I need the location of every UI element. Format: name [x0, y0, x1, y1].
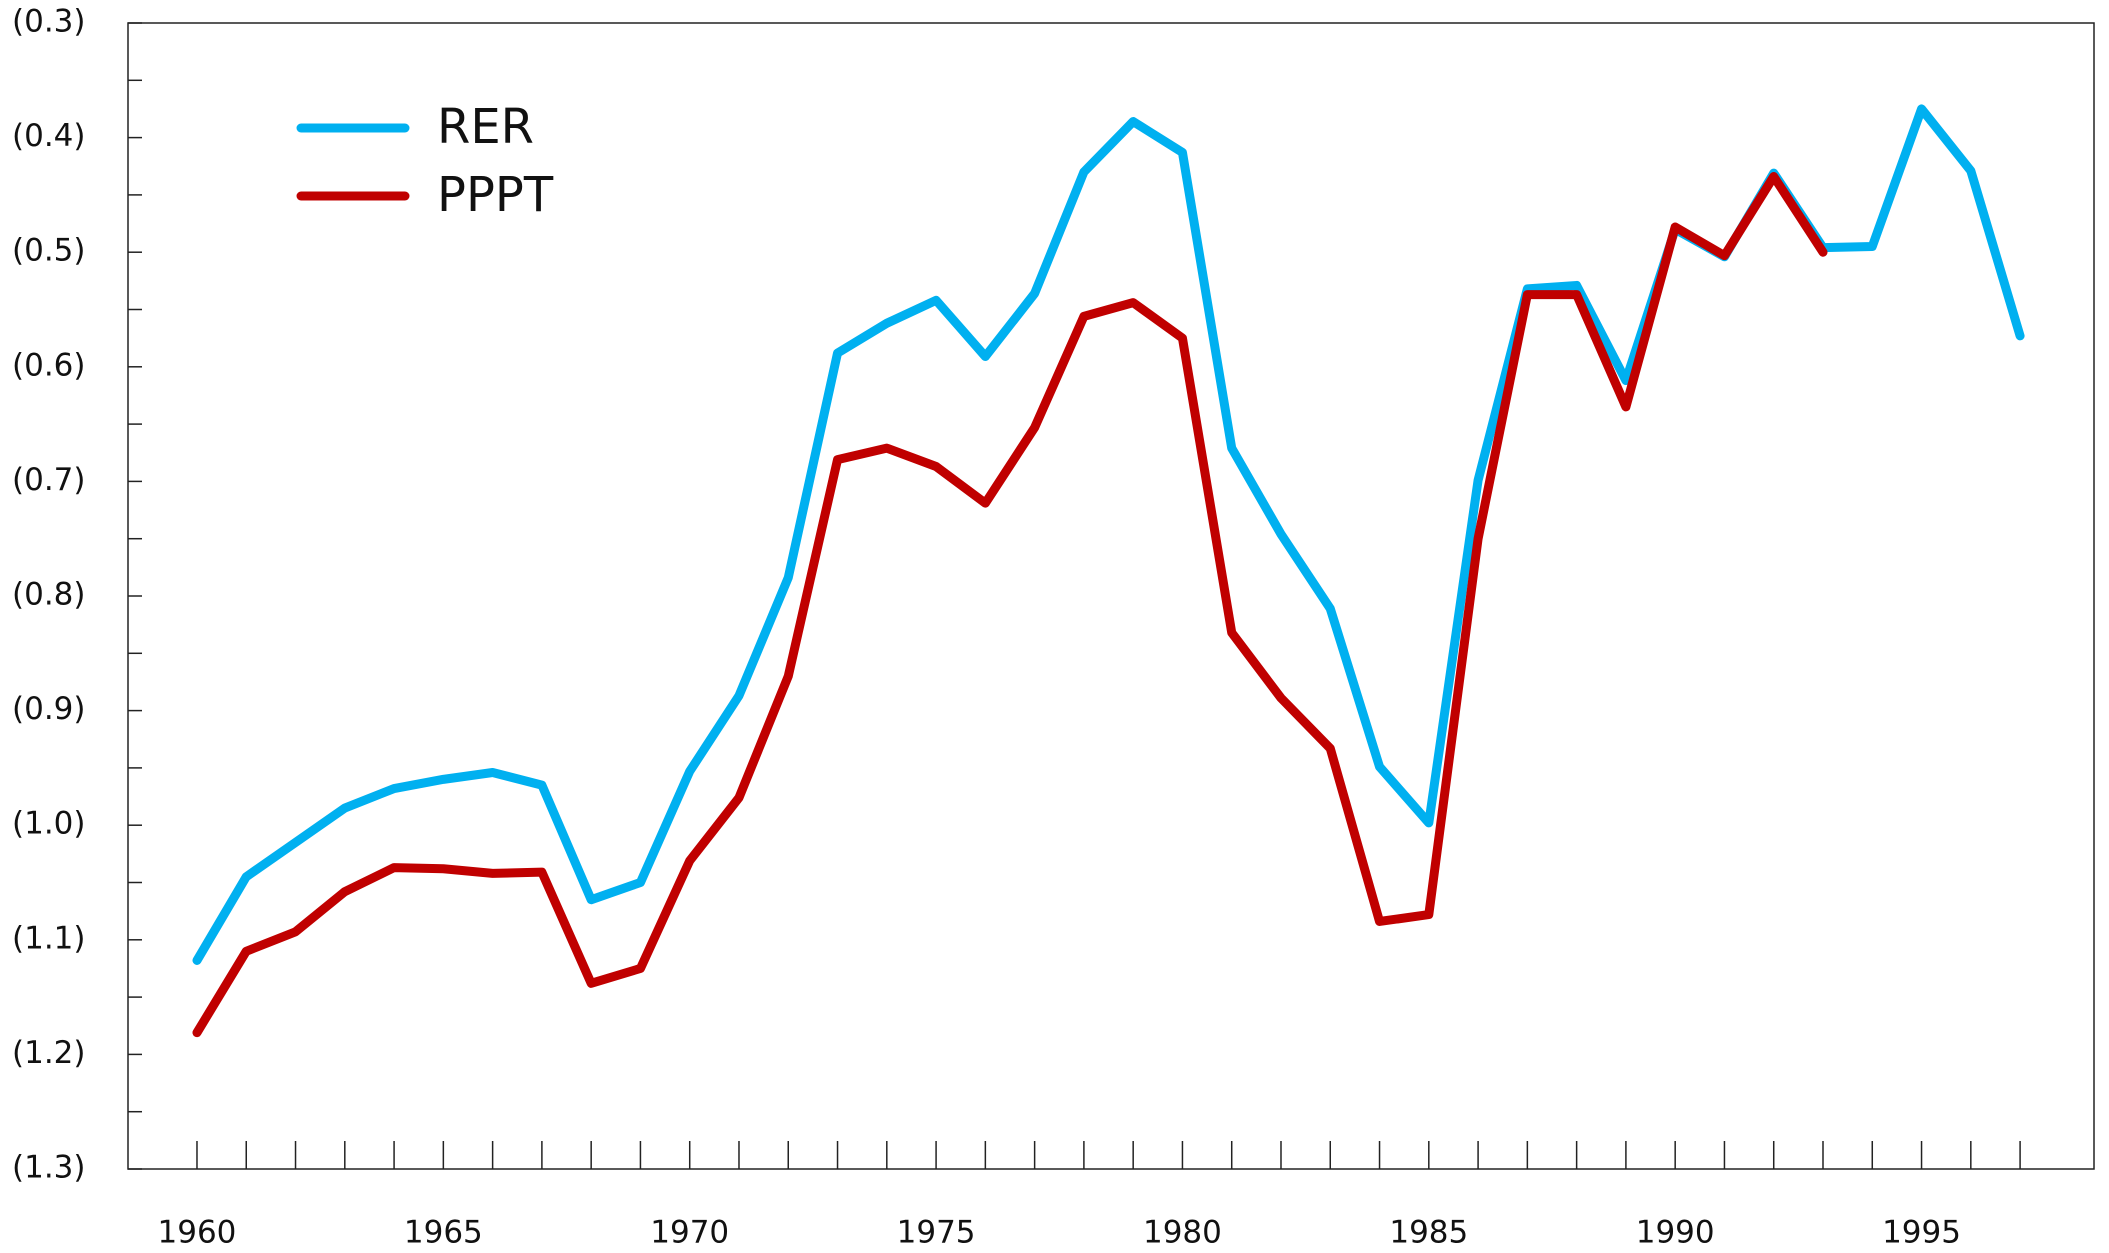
x-tick-label: 1970 [650, 1215, 729, 1251]
y-tick-label: (0.9) [12, 691, 86, 727]
plot-frame [127, 22, 2095, 1170]
x-tick-label: 1965 [404, 1215, 483, 1251]
y-tick-label: (0.6) [12, 347, 86, 383]
x-tick-label: 1985 [1389, 1215, 1468, 1251]
x-tick-label: 1975 [897, 1215, 976, 1251]
y-tick-label: (0.8) [12, 577, 86, 613]
series-line [192, 104, 2025, 965]
y-tick-label: (1.3) [12, 1150, 86, 1186]
y-tick-label: (0.4) [12, 118, 86, 154]
y-tick-label: (1.2) [12, 1035, 86, 1071]
series-line [192, 172, 1828, 1038]
y-tick-label: (0.5) [12, 233, 86, 269]
x-tick-label: 1990 [1636, 1215, 1715, 1251]
x-tick-label: 1995 [1882, 1215, 1961, 1251]
x-tick-label: 1980 [1143, 1215, 1222, 1251]
y-tick-label: (1.0) [12, 806, 86, 842]
y-tick-label: (1.1) [12, 920, 86, 956]
legend-label: RER [437, 99, 534, 155]
legend-label: PPPT [437, 167, 554, 223]
y-tick-label: (0.7) [12, 462, 86, 498]
x-tick-label: 1960 [158, 1215, 237, 1251]
y-tick-label: (0.3) [12, 4, 86, 40]
